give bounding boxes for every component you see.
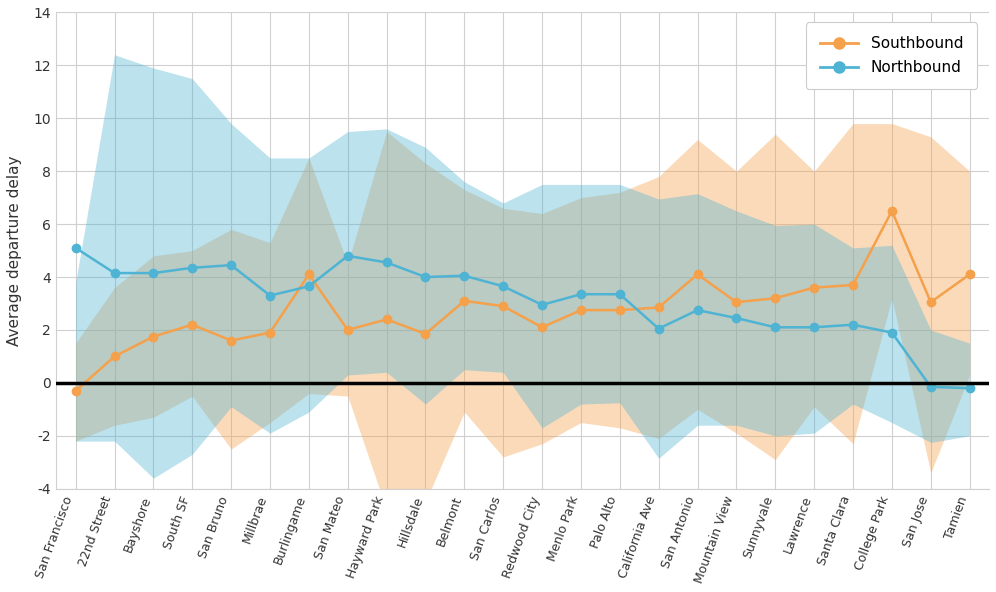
Y-axis label: Average departure delay: Average departure delay	[7, 155, 22, 346]
Legend: Southbound, Northbound: Southbound, Northbound	[807, 22, 977, 89]
